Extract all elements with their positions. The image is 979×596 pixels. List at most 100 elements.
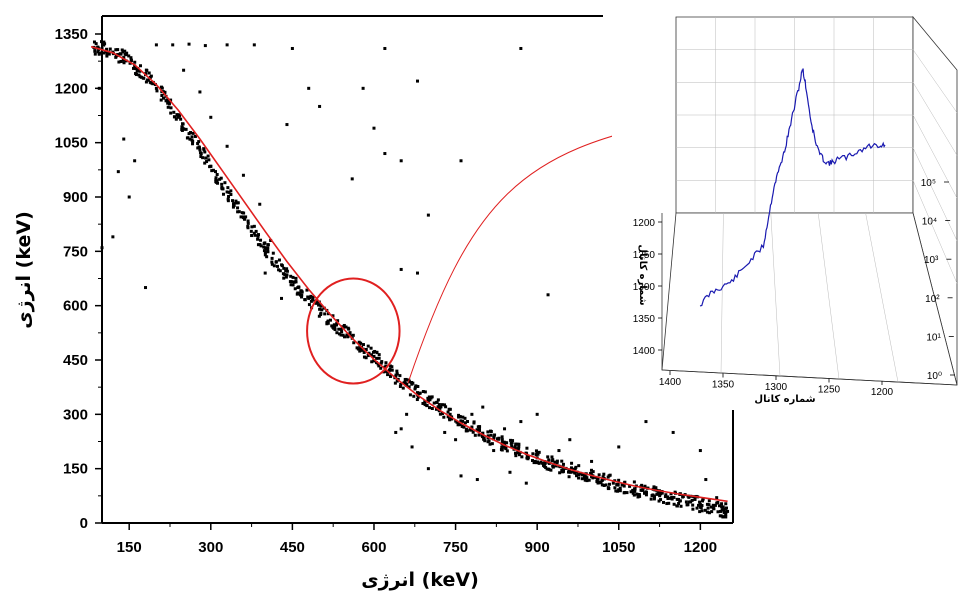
inset-x-tick-label: 1200 bbox=[871, 387, 894, 398]
scatter-point bbox=[100, 51, 104, 55]
scatter-point bbox=[511, 439, 515, 443]
scatter-point bbox=[188, 137, 192, 141]
scatter-point bbox=[220, 182, 224, 186]
scatter-point bbox=[675, 504, 679, 508]
inset-gridline bbox=[912, 147, 958, 241]
scatter-point bbox=[246, 225, 250, 229]
scatter-point bbox=[180, 128, 184, 132]
scatter-point bbox=[144, 286, 148, 290]
scatter-point bbox=[204, 156, 208, 160]
scatter-point bbox=[613, 486, 617, 490]
scatter-point bbox=[246, 219, 250, 223]
scatter-point bbox=[472, 420, 476, 424]
scatter-point bbox=[501, 445, 505, 449]
scatter-point bbox=[701, 499, 705, 503]
scatter-point bbox=[577, 473, 581, 477]
scatter-point bbox=[525, 446, 529, 450]
scatter-point bbox=[377, 353, 381, 357]
scatter-point bbox=[116, 48, 120, 52]
scatter-point bbox=[665, 502, 669, 506]
scatter-point bbox=[519, 420, 523, 424]
scatter-point bbox=[243, 217, 247, 221]
scatter-point bbox=[180, 125, 184, 129]
scatter-point bbox=[461, 415, 465, 419]
scatter-point bbox=[169, 106, 173, 110]
scatter-point bbox=[231, 199, 235, 203]
scatter-point bbox=[236, 206, 240, 210]
scatter-point bbox=[104, 50, 108, 54]
scatter-point bbox=[335, 321, 339, 325]
scatter-point bbox=[664, 493, 668, 497]
scatter-point bbox=[546, 455, 550, 459]
scatter-point bbox=[250, 233, 254, 237]
scatter-point bbox=[666, 495, 670, 499]
scatter-point bbox=[492, 435, 496, 439]
scatter-point bbox=[405, 412, 409, 416]
scatter-point bbox=[475, 478, 479, 482]
scatter-point bbox=[154, 43, 158, 47]
scatter-point bbox=[541, 461, 545, 465]
scatter-point bbox=[416, 391, 419, 395]
scatter-point bbox=[536, 460, 540, 464]
scatter-point bbox=[617, 488, 621, 492]
scatter-point bbox=[139, 75, 143, 79]
scatter-point bbox=[125, 51, 129, 55]
scatter-point bbox=[141, 76, 145, 80]
scatter-point bbox=[219, 176, 223, 180]
scatter-point bbox=[239, 215, 243, 219]
scatter-point bbox=[259, 238, 263, 242]
scatter-point bbox=[461, 419, 465, 423]
scatter-point bbox=[234, 199, 238, 203]
scatter-point bbox=[394, 430, 398, 434]
scatter-point bbox=[724, 515, 728, 519]
scatter-point bbox=[341, 325, 345, 329]
main-chart: 150 300 450 600 750 900 1050 1200 0 150 300 450 600… bbox=[13, 15, 734, 591]
scatter-point bbox=[482, 437, 486, 441]
scatter-point bbox=[133, 159, 137, 163]
inset-bottom-edge bbox=[661, 369, 958, 386]
scatter-point bbox=[182, 68, 186, 72]
scatter-point bbox=[426, 213, 430, 217]
scatter-point bbox=[618, 486, 622, 490]
highlight-ellipse bbox=[306, 277, 401, 385]
fit-line bbox=[90, 45, 728, 503]
scatter-point bbox=[558, 471, 562, 475]
scatter-point bbox=[413, 385, 417, 389]
scatter-point bbox=[407, 379, 411, 383]
scatter-point bbox=[678, 499, 682, 503]
scatter-point bbox=[444, 405, 448, 409]
scatter-point bbox=[190, 135, 194, 139]
scatter-point bbox=[698, 510, 702, 514]
scatter-point bbox=[465, 429, 469, 433]
scatter-point bbox=[535, 451, 539, 455]
scatter-point bbox=[166, 105, 170, 109]
scatter-point bbox=[703, 508, 707, 512]
scatter-point bbox=[721, 505, 725, 509]
scatter-point bbox=[620, 483, 624, 487]
scatter-point bbox=[695, 506, 699, 510]
scatter-point bbox=[717, 504, 721, 508]
x-tick-label: 150 bbox=[117, 539, 142, 556]
scatter-point bbox=[436, 405, 440, 409]
scatter-point bbox=[122, 56, 126, 60]
scatter-point bbox=[583, 478, 587, 482]
scatter-point bbox=[215, 173, 219, 177]
scatter-point bbox=[675, 497, 679, 501]
inset-x-title: شماره کانال bbox=[754, 394, 815, 405]
scatter-point bbox=[241, 173, 245, 177]
scatter-point bbox=[672, 502, 676, 506]
scatter-point bbox=[470, 425, 474, 429]
scatter-point bbox=[326, 312, 330, 316]
scatter-point bbox=[264, 247, 268, 251]
y-tick-label: 0 bbox=[80, 515, 88, 532]
scatter-point bbox=[214, 176, 218, 180]
x-tick-label: 300 bbox=[198, 539, 223, 556]
scatter-point bbox=[318, 307, 322, 311]
scatter-point bbox=[549, 468, 553, 472]
scatter-point bbox=[410, 380, 414, 384]
scatter-point bbox=[358, 349, 362, 353]
scatter-point bbox=[434, 407, 438, 411]
scatter-point bbox=[214, 180, 218, 184]
scatter-point bbox=[537, 461, 541, 465]
scatter-point bbox=[388, 374, 392, 378]
